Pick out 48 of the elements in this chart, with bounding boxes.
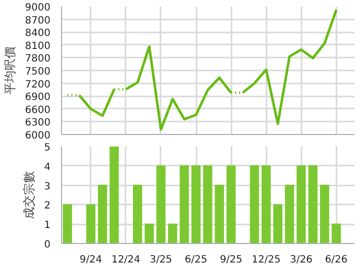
y-tick-label: 0 [44,240,51,250]
y-axis-title: 平均呎價 [3,46,18,94]
y-tick-label: 8400 [25,28,51,40]
bar [296,165,306,244]
x-tick-label: 12/25 [252,254,281,266]
y-tick-label: 6900 [25,92,51,104]
x-tick-label: 6/25 [184,254,208,266]
y-tick-label: 3 [44,181,51,192]
y-axis-title: 成交宗數 [22,171,36,219]
y-tick-label: 1 [44,220,51,232]
y-tick-label: 2 [44,200,51,212]
y-tick-label: 7800 [25,54,51,65]
y-tick-label: 6600 [25,104,51,116]
x-tick-label: 12/24 [111,254,140,266]
x-tick-label: 3/25 [150,254,172,266]
bar [320,184,330,244]
bar [156,165,166,244]
y-tick-label: 8700 [25,15,51,26]
bar [308,165,318,244]
bar [144,224,154,244]
bar [98,184,108,244]
bar [262,165,271,244]
bar [132,184,142,244]
bar [110,146,119,244]
y-tick-label: 5 [44,142,51,154]
y-tick-label: 8100 [25,40,51,52]
x-tick-label: 9/24 [80,254,102,266]
y-tick-label: 9000 [25,2,51,14]
bar [203,165,212,244]
bar [226,165,236,244]
bar [332,224,341,244]
bar [273,204,282,244]
bar [250,165,260,244]
y-tick-label: 6000 [25,130,51,142]
y-tick-label: 7200 [25,79,51,90]
x-tick-label: 3/26 [290,254,312,266]
x-tick-label: 9/25 [220,254,242,266]
bar [62,204,72,244]
x-tick-label: 6/26 [325,254,348,266]
bar [168,224,178,244]
bar [214,184,224,244]
bar [180,165,189,244]
y-tick-label: 6300 [25,118,51,129]
bar [86,204,96,244]
bar [191,165,201,244]
bar [284,184,294,244]
y-tick-label: 4 [44,162,51,173]
y-tick-label: 7500 [25,66,51,78]
